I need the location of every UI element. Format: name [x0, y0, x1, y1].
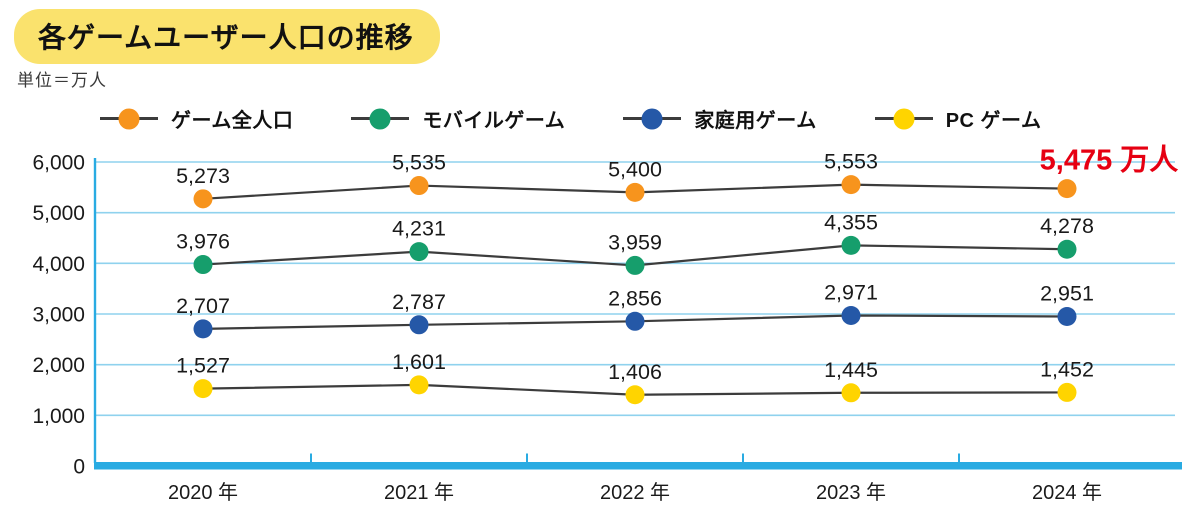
- value-label: 1,527: [176, 354, 230, 378]
- legend-marker-icon: [874, 108, 933, 130]
- data-point: [625, 311, 645, 331]
- x-tick-label: 2022 年: [600, 481, 670, 504]
- legend-marker-icon: [100, 108, 158, 130]
- value-label: 2,707: [176, 294, 230, 318]
- value-label: 5,553: [824, 150, 878, 174]
- data-point: [1057, 306, 1077, 326]
- data-point: [193, 255, 213, 275]
- data-point: [1057, 239, 1077, 259]
- data-point: [1057, 382, 1077, 402]
- data-point: [1057, 179, 1077, 199]
- data-point: [193, 189, 213, 209]
- data-point: [409, 375, 429, 395]
- value-label: 5,535: [392, 151, 446, 175]
- y-tick-label: 0: [73, 456, 85, 479]
- chart-legend: ゲーム全人口 モバイルゲーム 家庭用ゲーム PC ゲーム: [100, 104, 1041, 133]
- x-tick-label: 2020 年: [168, 481, 238, 504]
- data-point: [625, 182, 645, 202]
- value-label: 2,951: [1040, 281, 1094, 305]
- value-label: 2,787: [392, 290, 446, 314]
- x-tick-label: 2021 年: [384, 481, 454, 504]
- data-point: [625, 255, 645, 275]
- x-tick-label: 2024 年: [1032, 481, 1102, 504]
- data-point: [193, 319, 213, 339]
- value-label: 2,971: [824, 280, 878, 304]
- legend-item-total: ゲーム全人口: [100, 104, 293, 133]
- legend-item-pc: PC ゲーム: [874, 104, 1042, 133]
- data-point: [409, 242, 429, 262]
- y-tick-label: 5,000: [32, 202, 85, 225]
- legend-item-console: 家庭用ゲーム: [623, 104, 816, 133]
- data-point: [841, 383, 861, 403]
- y-tick-label: 3,000: [32, 304, 85, 327]
- unit-label: 単位＝万人: [17, 71, 107, 90]
- legend-label: ゲーム全人口: [171, 110, 294, 132]
- value-label: 3,976: [176, 230, 230, 254]
- legend-label: モバイルゲーム: [422, 110, 566, 132]
- value-label: 4,231: [392, 217, 446, 241]
- data-point: [841, 235, 861, 255]
- legend-marker-icon: [351, 108, 410, 130]
- value-label: 5,400: [608, 157, 662, 181]
- value-label: 1,601: [392, 350, 446, 374]
- value-label: 1,452: [1040, 357, 1094, 381]
- value-label: 1,445: [824, 358, 878, 382]
- value-label: 4,278: [1040, 214, 1094, 238]
- legend-label: PC ゲーム: [945, 110, 1042, 132]
- title-highlight: 各ゲームユーザー人口の推移: [14, 9, 440, 64]
- y-tick-label: 2,000: [32, 354, 85, 377]
- y-tick-label: 6,000: [32, 152, 85, 175]
- value-label: 4,355: [824, 210, 878, 234]
- value-label: 5,273: [176, 164, 230, 188]
- data-point: [193, 379, 213, 399]
- data-point: [409, 176, 429, 196]
- data-point: [625, 385, 645, 405]
- x-axis-line: [94, 462, 1182, 470]
- x-tick-label: 2023 年: [816, 481, 886, 504]
- y-tick-label: 1,000: [32, 405, 85, 428]
- y-tick-label: 4,000: [32, 253, 85, 276]
- data-point: [841, 175, 861, 195]
- data-point: [841, 305, 861, 325]
- highlight-value-label: 5,475 万人: [1040, 144, 1179, 177]
- value-label: 2,856: [608, 286, 662, 310]
- value-label: 3,959: [608, 230, 662, 254]
- legend-item-mobile: モバイルゲーム: [351, 104, 565, 133]
- value-label: 1,406: [608, 360, 662, 384]
- data-point: [409, 315, 429, 335]
- legend-label: 家庭用ゲーム: [694, 110, 817, 132]
- page-title: 各ゲームユーザー人口の推移: [38, 22, 414, 53]
- legend-marker-icon: [623, 108, 682, 130]
